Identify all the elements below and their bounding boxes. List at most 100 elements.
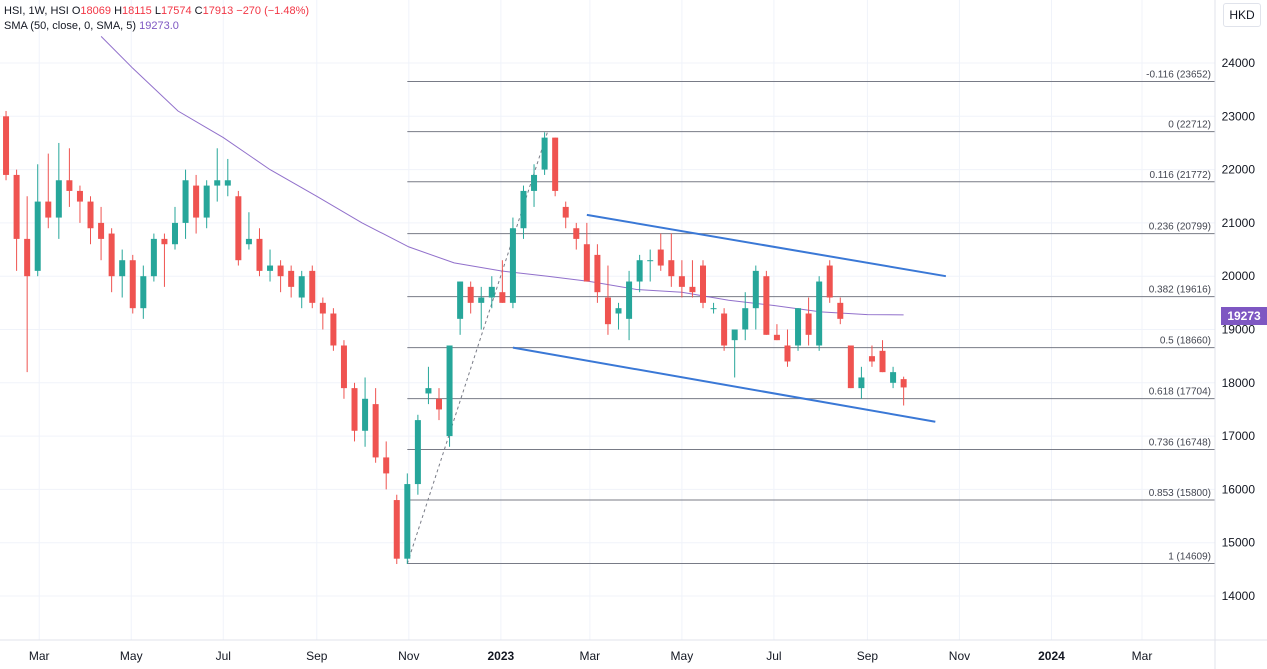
candle-body	[879, 350, 886, 373]
candle-body	[700, 265, 707, 303]
sma-line	[100, 36, 904, 316]
candle-body	[457, 281, 464, 319]
candle-body	[531, 174, 538, 191]
candle-up	[214, 148, 221, 202]
fib-level-label: -0.116 (23652)	[1146, 70, 1211, 81]
fib-level-label: 0.736 (16748)	[1149, 438, 1211, 449]
candle-body	[13, 174, 20, 239]
candle-body	[235, 196, 242, 261]
candle-body	[319, 302, 326, 314]
candle-body	[689, 286, 696, 293]
candle-body	[214, 180, 221, 186]
candle-body	[45, 201, 52, 218]
candle-up	[224, 158, 231, 197]
candle-down	[256, 228, 263, 277]
sma-title[interactable]: SMA (50, close, 0, SMA, 5)	[4, 20, 137, 32]
candle-up	[731, 329, 738, 378]
candle-up	[816, 276, 823, 351]
candle-body	[657, 249, 664, 266]
low-label: L	[154, 5, 161, 17]
candle-down	[45, 153, 52, 229]
candle-down	[562, 201, 569, 229]
candle-body	[267, 265, 274, 271]
candle-body	[731, 329, 738, 341]
candle-up	[615, 302, 622, 330]
candle-down	[372, 388, 379, 463]
y-tick-label: 14000	[1222, 589, 1256, 603]
candle-body	[129, 260, 136, 309]
candle-up	[414, 414, 421, 495]
fib-retracement: -0.116 (23652) 0 (22712) 0.116 (21772) 0.23…	[406, 70, 1215, 565]
candle-up	[531, 164, 538, 207]
candle-body	[98, 222, 105, 239]
candle-down	[383, 441, 390, 490]
candle-down	[773, 324, 780, 341]
candle-up	[446, 345, 453, 447]
candle-down	[435, 388, 442, 421]
open-value: 18069	[80, 5, 112, 17]
candle-body	[298, 276, 305, 298]
candle-up	[182, 169, 189, 239]
candle-down	[868, 345, 875, 367]
x-tick-label: Nov	[398, 649, 419, 663]
fib-level-label: 0 (22712)	[1168, 120, 1211, 131]
candle-body	[626, 281, 633, 319]
candle-body	[203, 185, 210, 218]
candle-body	[890, 372, 897, 383]
fib-level-label: 0.382 (19616)	[1149, 285, 1211, 296]
candle-down	[87, 196, 94, 245]
candle-body	[3, 116, 10, 175]
candle-down	[319, 297, 326, 330]
y-tick-label: 24000	[1222, 56, 1256, 70]
candle-body	[478, 297, 485, 303]
candle-up	[298, 270, 305, 309]
y-tick-label: 16000	[1222, 482, 1256, 496]
candle-down	[689, 260, 696, 298]
y-tick-label: 21000	[1222, 216, 1256, 230]
sma-row: SMA (50, close, 0, SMA, 5) 19273.0	[4, 19, 309, 34]
x-tick-label: 2024	[1038, 649, 1065, 663]
channel-line	[512, 346, 936, 423]
grid	[0, 0, 1215, 640]
symbol-label[interactable]: HSI, 1W, HSI	[4, 5, 69, 17]
currency-button[interactable]: HKD	[1223, 3, 1261, 27]
candle-body	[678, 276, 685, 287]
candle-body	[573, 228, 580, 239]
candle-up	[171, 206, 178, 250]
candle-up	[150, 233, 157, 282]
candle-up	[541, 132, 548, 175]
candle-body	[795, 308, 802, 346]
candle-down	[24, 196, 31, 373]
candle-down	[3, 110, 10, 181]
close-label: C	[194, 5, 203, 17]
y-tick-label: 20000	[1222, 269, 1256, 283]
candle-body	[826, 265, 833, 298]
channel-lines	[512, 213, 947, 423]
candle-body	[414, 420, 421, 485]
candle-body	[752, 270, 759, 309]
sma-value: 19273.0	[139, 20, 179, 32]
candle-body	[362, 398, 369, 431]
candle-down	[805, 297, 812, 346]
candle-up	[457, 281, 464, 335]
candle-body	[668, 260, 675, 277]
candle-body	[288, 270, 295, 287]
candle-up	[742, 292, 749, 341]
candle-up	[404, 473, 411, 565]
candle-down	[879, 340, 886, 373]
fib-level-label: 0.618 (17704)	[1149, 387, 1211, 398]
fib-level-label: 0.116 (21772)	[1149, 170, 1211, 181]
candle-body	[594, 254, 601, 293]
sma-line-group	[100, 36, 904, 316]
candle-up	[858, 366, 865, 399]
candle-body	[721, 313, 728, 346]
candle-body	[193, 185, 200, 218]
candle-body	[76, 190, 83, 202]
y-tick-label: 18000	[1222, 376, 1256, 390]
ohlc-row: HSI, 1W, HSI O18069 H18115 L17574 C17913…	[4, 4, 309, 19]
candles	[3, 110, 907, 565]
candle-body	[868, 356, 875, 362]
candle-down	[499, 260, 506, 303]
x-tick-label: Jul	[766, 649, 781, 663]
